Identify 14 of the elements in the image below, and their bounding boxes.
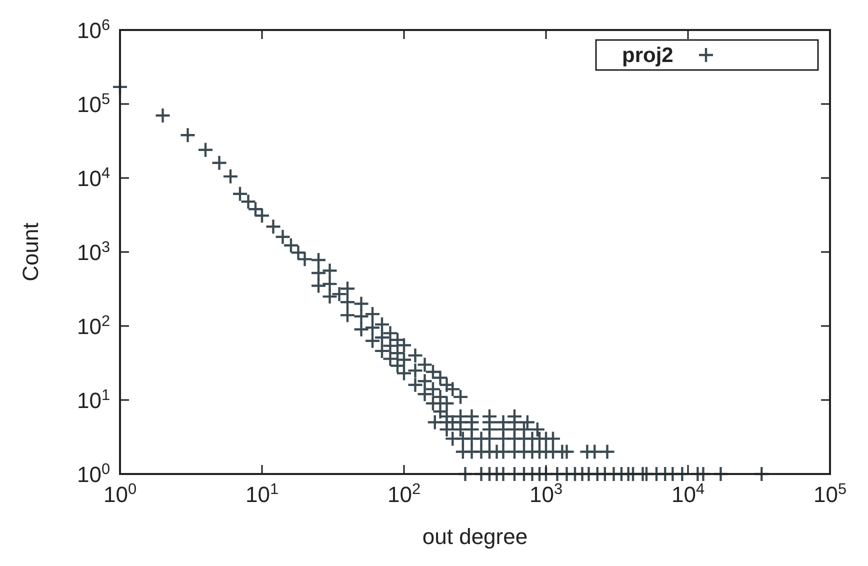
x-tick-label: 10$^{4}$	[671, 480, 705, 507]
legend-label: proj2	[622, 44, 674, 67]
x-tick-label: 10$^{2}$	[387, 480, 421, 507]
x-axis-title: out degree	[422, 524, 528, 549]
y-tick-label: 10$^{6}$	[76, 16, 110, 43]
y-tick-label: 10$^{4}$	[76, 164, 110, 191]
x-tick-label: 10$^{5}$	[813, 480, 847, 507]
x-tick-label: 10$^{3}$	[529, 480, 563, 507]
y-tick-label: 10$^{3}$	[76, 238, 110, 265]
y-axis-title: Count	[18, 222, 43, 282]
y-tick-label: 10$^{1}$	[76, 386, 110, 413]
y-tick-label: 10$^{5}$	[76, 90, 110, 117]
y-tick-label: 10$^{2}$	[76, 312, 110, 339]
x-tick-label: 10$^{1}$	[245, 480, 279, 507]
